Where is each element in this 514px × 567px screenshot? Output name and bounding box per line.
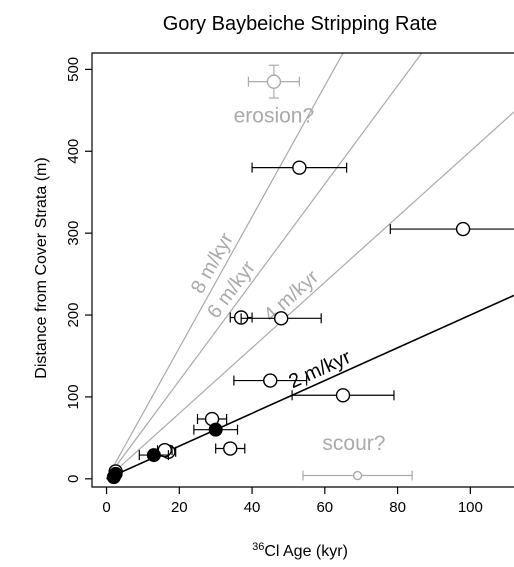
rate-line	[106, 111, 514, 480]
y-tick-label: 200	[65, 303, 82, 328]
y-tick-label: 300	[65, 221, 82, 246]
x-axis-label: 36Cl Age (kyr)	[252, 541, 348, 560]
x-axis-label-text: Cl Age (kyr)	[264, 543, 348, 560]
rate-line	[106, 53, 423, 480]
rate-line-label: 4 m/kyr	[260, 266, 324, 326]
data-point-open	[455, 221, 471, 237]
x-tick-label: 80	[389, 499, 406, 516]
y-tick-label: 0	[65, 475, 82, 483]
annotation-label: erosion?	[234, 105, 315, 128]
y-axis-label: Distance from Cover Strata (m)	[33, 157, 50, 378]
x-tick-label: 40	[244, 499, 261, 516]
data-point-outlier	[352, 470, 363, 481]
data-point-open	[273, 311, 289, 326]
y-tick-label: 100	[65, 384, 82, 409]
x-axis-label-superscript: 36	[252, 541, 264, 553]
data-point-open	[263, 373, 278, 388]
x-tick-label: 100	[458, 499, 483, 516]
data-point-outlier	[266, 74, 282, 89]
rate-line	[106, 53, 344, 480]
y-tick-label: 500	[65, 57, 82, 82]
x-tick-label: 0	[102, 499, 110, 516]
annotation-label: scour?	[322, 432, 385, 455]
data-point-filled	[208, 422, 223, 437]
chart-title: Gory Baybeiche Stripping Rate	[163, 13, 438, 35]
y-tick-label: 400	[65, 139, 82, 164]
plot-frame	[91, 52, 514, 488]
data-point-open	[335, 388, 351, 403]
data-point-filled	[108, 466, 123, 481]
rate-line-label: 2 m/kyr	[285, 346, 354, 393]
x-tick-label: 60	[316, 499, 333, 516]
data-point-open	[292, 160, 307, 175]
x-tick-label: 20	[171, 499, 188, 516]
data-point-filled	[146, 448, 161, 463]
data-point-open	[223, 441, 238, 456]
